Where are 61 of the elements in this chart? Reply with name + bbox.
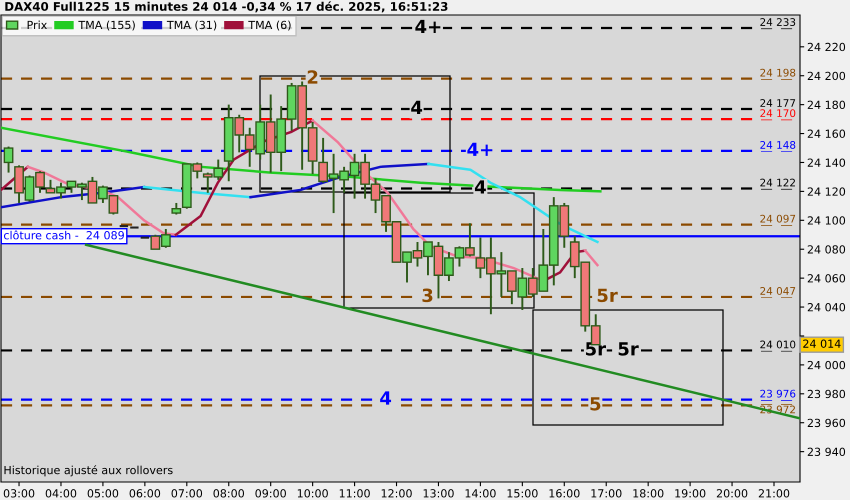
x-tick-label: 12:00 bbox=[382, 489, 412, 498]
annotation: 4 bbox=[474, 180, 486, 194]
x-tick-label: 09:00 bbox=[255, 489, 286, 498]
legend-label: TMA (6) bbox=[248, 20, 291, 30]
annotation: 4+ bbox=[415, 20, 440, 33]
x-tick-label: 20:00 bbox=[716, 489, 748, 498]
y-tick-label: 23 960 bbox=[808, 418, 846, 428]
y-tick-label: 23 980 bbox=[808, 390, 846, 398]
y-tick-label: 24 060 bbox=[808, 274, 846, 283]
x-tick-label: 06:00 bbox=[130, 489, 160, 498]
annotation: Historique ajusté aux rollovers bbox=[4, 465, 173, 476]
x-tick-label: 16:00 bbox=[549, 489, 580, 498]
annotation: 4 bbox=[380, 391, 392, 405]
annotation: 4 bbox=[411, 100, 422, 114]
x-tick-label: 13:00 bbox=[424, 489, 454, 498]
x-tick-label: 17:00 bbox=[591, 489, 622, 498]
ref-line-label: 24 177 bbox=[760, 99, 796, 107]
y-tick-label: 24 040 bbox=[808, 303, 846, 312]
annotation: 24 014 bbox=[803, 339, 841, 348]
annotation: 3 bbox=[422, 288, 432, 302]
y-tick-label: 24 140 bbox=[808, 158, 846, 167]
y-tick-label: 24 080 bbox=[808, 245, 846, 254]
y-tick-label: 23 940 bbox=[808, 448, 846, 456]
y-tick-label: 24 180 bbox=[808, 100, 846, 110]
legend-label: Prix bbox=[28, 20, 47, 29]
annotation: 5r bbox=[618, 342, 639, 356]
y-tick-label: 24 220 bbox=[808, 42, 846, 52]
legend-label: TMA (31) bbox=[166, 20, 216, 30]
annotation: 4+ bbox=[467, 142, 492, 156]
x-tick-label: 08:00 bbox=[213, 489, 244, 498]
ref-line-label: 24 047 bbox=[760, 287, 796, 295]
ref-line-label: 23 976 bbox=[760, 390, 796, 398]
x-tick-label: 04:00 bbox=[46, 489, 76, 498]
ref-line-label: 24 097 bbox=[760, 214, 796, 223]
legend-label: TMA (155) bbox=[78, 20, 135, 30]
x-tick-label: 18:00 bbox=[633, 489, 664, 498]
x-tick-label: 21:00 bbox=[758, 489, 790, 498]
x-tick-label: 11:00 bbox=[340, 489, 370, 498]
x-tick-label: 14:00 bbox=[466, 489, 496, 498]
x-tick-label: 07:00 bbox=[172, 489, 202, 498]
y-tick-label: 24 200 bbox=[808, 72, 846, 80]
ref-line-label: 24 010 bbox=[760, 340, 796, 348]
x-tick-label: 10:00 bbox=[298, 489, 328, 498]
annotation: 5r bbox=[598, 288, 618, 302]
x-tick-label: 19:00 bbox=[675, 489, 706, 498]
ref-line-label: 24 122 bbox=[760, 178, 795, 186]
x-tick-label: 05:00 bbox=[88, 489, 118, 498]
ref-line-label: 24 148 bbox=[760, 141, 796, 149]
annotation: 2 bbox=[308, 70, 318, 84]
ref-line-label: 24 170 bbox=[760, 109, 796, 118]
x-tick-label: 03:00 bbox=[4, 489, 34, 498]
x-tick-label: 15:00 bbox=[508, 489, 538, 498]
chart-title: DAX40 Full1225 15 minutes 24 014 -0,34 % 17 déc. 2025, 16:51:23 bbox=[5, 1, 448, 12]
ref-line-label: 24 233 bbox=[760, 18, 796, 26]
annotation: 5 bbox=[590, 397, 600, 411]
y-tick-label: 24 100 bbox=[808, 216, 846, 225]
ref-line-label: clôture cash - 24 089 bbox=[4, 230, 124, 240]
y-tick-label: 24 120 bbox=[808, 187, 846, 196]
y-tick-label: 24 160 bbox=[808, 130, 846, 138]
y-tick-label: 24 000 bbox=[808, 360, 846, 370]
ref-line-label: 24 198 bbox=[760, 68, 796, 77]
